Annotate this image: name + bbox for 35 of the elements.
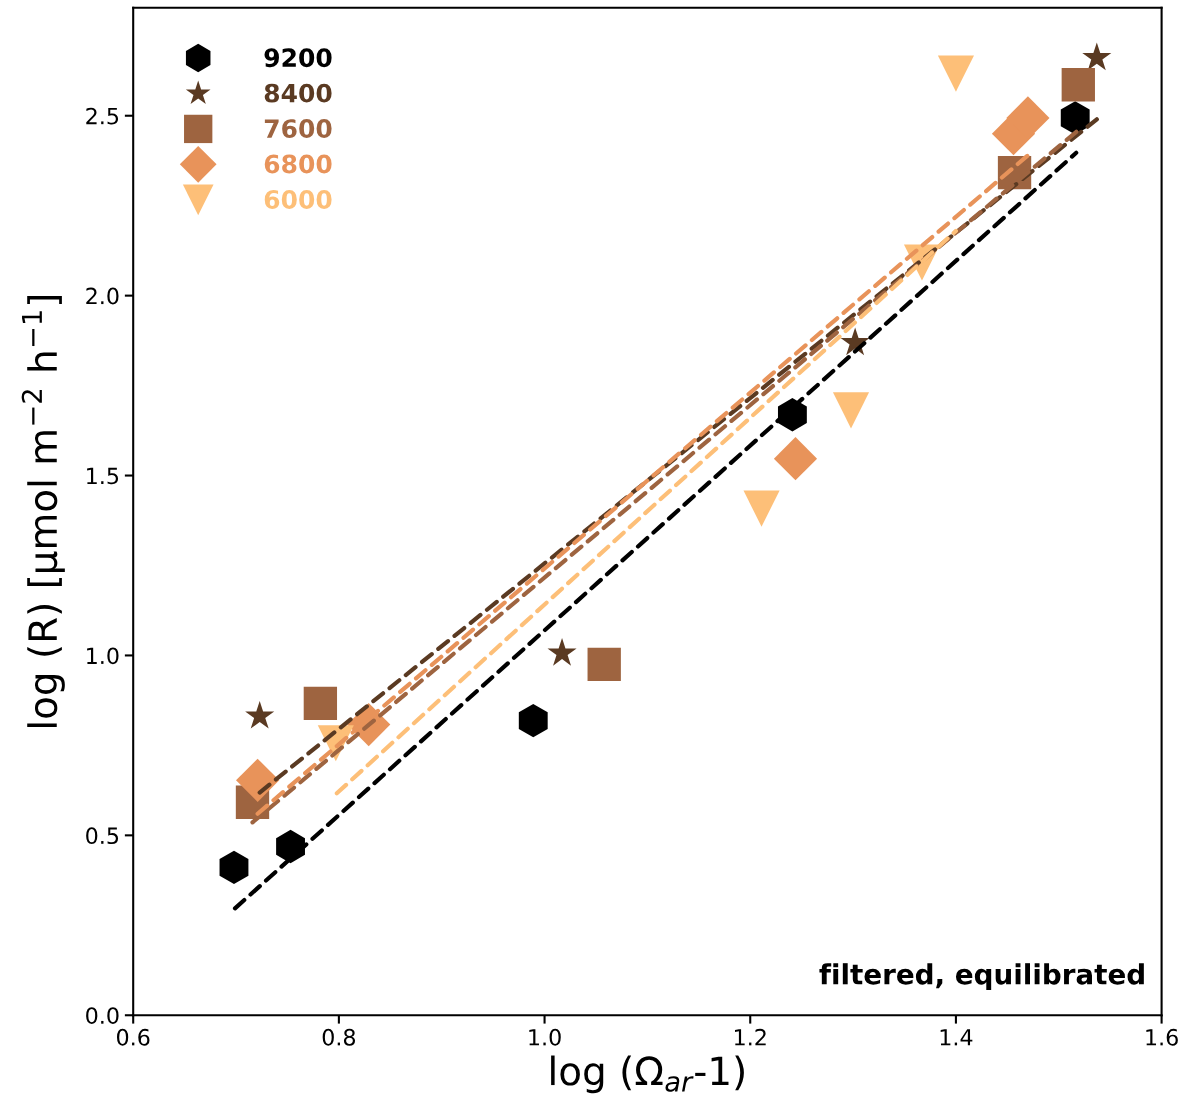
point	[245, 700, 275, 729]
point	[303, 686, 338, 720]
y-axis-title: log (R) [µmol m$^{−2}$ h$^{−1}$]	[21, 295, 65, 727]
point	[219, 850, 249, 885]
y-tick-label: 1.0	[87, 647, 119, 665]
y-tick-label: 2.5	[86, 107, 119, 125]
y-tick-label: 2.0	[86, 287, 119, 305]
point	[236, 758, 280, 802]
point	[1060, 101, 1090, 135]
legend-label: 9200	[264, 48, 332, 68]
legend-label: 6000	[264, 190, 332, 209]
legend-label: 7600	[264, 119, 332, 139]
legend-label: 8400	[264, 83, 332, 103]
x-tick-label: 0.6	[117, 1028, 150, 1046]
point	[773, 437, 818, 481]
legend-label: 6800	[264, 154, 332, 174]
annotation: filtered, equilibrated	[819, 963, 1144, 991]
x-tick-label: 1.2	[735, 1028, 766, 1046]
point	[1061, 68, 1095, 102]
point	[547, 638, 577, 666]
point	[587, 647, 621, 682]
x-tick-label: 0.8	[322, 1028, 356, 1046]
x-tick-label: 1.6	[1146, 1028, 1178, 1046]
x-tick-label: 1.4	[940, 1029, 973, 1046]
x-axis-title: log (Ω$_{ar}$-1)	[551, 1055, 744, 1094]
y-tick-label: 0.0	[86, 1007, 119, 1025]
x-tick-label: 1.0	[529, 1028, 561, 1046]
point	[937, 55, 974, 92]
point	[276, 829, 305, 864]
point	[518, 703, 548, 738]
point	[832, 392, 870, 429]
y-tick-label: 0.5	[86, 827, 119, 845]
point	[743, 490, 780, 527]
y-tick-label: 1.5	[87, 467, 119, 485]
point	[1082, 42, 1112, 71]
